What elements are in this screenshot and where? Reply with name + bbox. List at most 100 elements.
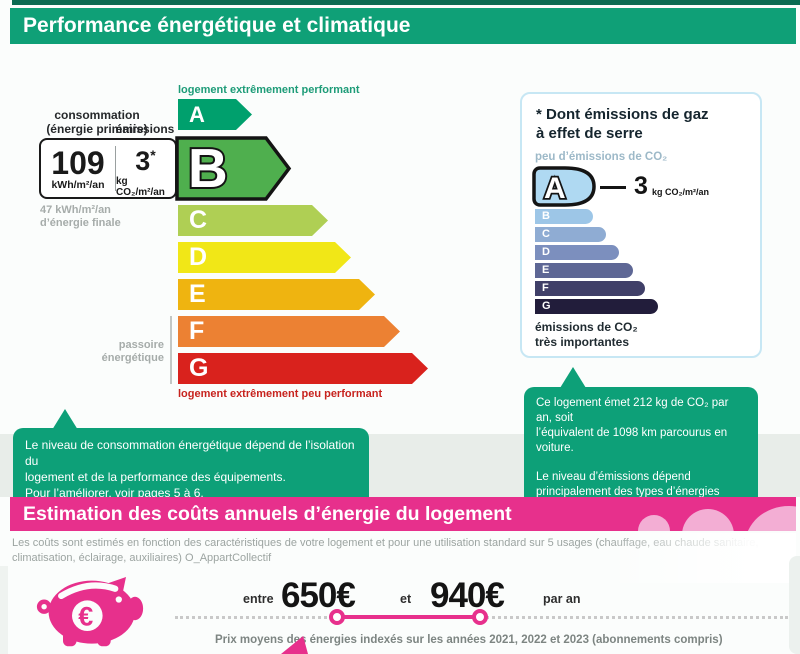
co2-grade-a-badge: A xyxy=(532,166,596,207)
emissions-asterisk: * xyxy=(150,146,156,163)
energy-sieve-line1: passoire xyxy=(118,339,164,351)
co2-panel-title-line2: à effet de serre xyxy=(536,125,643,142)
co2-value-connector-line xyxy=(600,186,626,189)
between-label: entre xyxy=(243,592,274,606)
consumption-info-line3: Pour l’améliorer, voir pages 5 à 6. xyxy=(25,486,204,500)
co2-grade-e-bar: E xyxy=(535,263,633,278)
consumption-info-line2: logement et de la performance des équipe… xyxy=(25,470,286,484)
epc-grade-a-letter: A xyxy=(189,102,205,127)
epc-grade-f-arrow: F xyxy=(178,316,400,347)
co2-panel: * Dont émissions de gaz à effet de serre… xyxy=(520,92,762,358)
consumption-value: 109 xyxy=(51,144,105,181)
epc-grade-d-arrow: D xyxy=(178,242,351,273)
price-range-max-marker xyxy=(472,609,488,625)
consumption-cell: 109 kWh/m²/an xyxy=(41,146,116,191)
epc-grade-e-letter: E xyxy=(189,280,206,308)
emissions-value: 3* xyxy=(135,140,155,176)
piggy-bank-icon: € xyxy=(36,577,144,647)
left-edge-card-strip xyxy=(0,566,8,654)
co2-high-label: émissions de CO₂ très importantes xyxy=(535,320,638,350)
piggy-bank-euro-symbol: € xyxy=(78,602,93,632)
co2-value-unit: kg CO₂/m²/an xyxy=(652,187,710,197)
piggy-bank-eye xyxy=(115,596,122,603)
min-price: 650€ xyxy=(281,576,356,615)
co2-grade-e-letter: E xyxy=(542,264,550,276)
epc-grade-c-letter: C xyxy=(189,206,208,234)
consumption-unit: kWh/m²/an xyxy=(51,178,105,191)
consumption-header-line2: (énergie primaire) xyxy=(46,122,148,136)
section-title-costs: Estimation des coûts annuels d’énergie d… xyxy=(10,497,796,531)
price-range-min-marker xyxy=(329,609,345,625)
emissions-unit: kg CO₂/m²/an xyxy=(116,175,165,198)
epc-grade-c-arrow: C xyxy=(178,205,328,236)
description-fade-overlay xyxy=(600,533,796,583)
co2-grade-f-bar: F xyxy=(535,281,645,296)
co2-high-label-line1: émissions de CO₂ xyxy=(535,320,638,334)
epc-top-label: logement extrêmement performant xyxy=(178,84,360,96)
epc-grade-g-arrow: G xyxy=(178,353,428,384)
banner-decorative-blob-medium xyxy=(682,509,734,531)
emissions-number: 3 xyxy=(135,145,151,176)
co2-grade-a-shape xyxy=(532,166,596,207)
section-title-energy: Performance énergétique et climatique xyxy=(10,8,796,44)
piggy-bank-tail xyxy=(36,599,52,614)
consumption-info-bubble: Le niveau de consommation énergétique dé… xyxy=(13,428,369,510)
co2-low-label: peu d’émissions de CO₂ xyxy=(535,151,668,163)
price-range-active-track xyxy=(337,615,480,619)
epc-grade-b-shape xyxy=(175,136,292,201)
final-energy-line1: 47 kWh/m²/an xyxy=(40,204,111,216)
per-year-label: par an xyxy=(543,592,581,606)
epc-grade-b-arrow-current: B xyxy=(175,136,292,201)
consumption-header-line1: consommation xyxy=(54,108,140,122)
co2-grade-a-letter: A xyxy=(544,172,566,205)
energy-sieve-label: passoire énergétique xyxy=(80,339,164,365)
emissions-info-p1-line1: Ce logement émet 212 kg de CO₂ par an, s… xyxy=(536,397,729,424)
emissions-info-p1-line2: l’équivalent de 1098 km parcourus en voi… xyxy=(536,427,728,454)
co2-grade-c-bar: C xyxy=(535,227,606,242)
epc-grade-a-arrow: A xyxy=(178,99,252,130)
co2-grade-c-letter: C xyxy=(542,228,550,240)
section-title-costs-label: Estimation des coûts annuels d’énergie d… xyxy=(23,503,512,525)
final-energy-line2: d’énergie finale xyxy=(40,217,121,229)
epc-value-box: 109 kWh/m²/an 3* kg CO₂/m²/an xyxy=(39,138,177,199)
consumption-info-line1: Le niveau de consommation énergétique dé… xyxy=(25,438,355,468)
emissions-info-paragraph-gap xyxy=(536,456,746,470)
consumption-header: consommation (énergie primaire) xyxy=(30,108,164,136)
costs-description-line2: climatisation, éclairage, auxiliaires) O… xyxy=(12,552,272,564)
co2-grade-b-letter: B xyxy=(542,210,550,222)
co2-grade-g-bar: G xyxy=(535,299,658,314)
epc-grade-b-letter: B xyxy=(188,137,228,199)
energy-sieve-line2: énergétique xyxy=(101,352,164,364)
co2-panel-title-line1: * Dont émissions de gaz xyxy=(536,106,709,123)
top-strip xyxy=(12,0,800,5)
max-price: 940€ xyxy=(430,576,505,615)
epc-grade-d-letter: D xyxy=(189,243,208,271)
co2-grade-b-bar: B xyxy=(535,209,593,224)
epc-grade-f-letter: F xyxy=(189,317,205,345)
co2-panel-title: * Dont émissions de gaz à effet de serre xyxy=(536,105,709,143)
co2-high-label-line2: très importantes xyxy=(535,335,630,349)
co2-grade-f-letter: F xyxy=(542,282,549,294)
epc-bottom-label: logement extrêmement peu performant xyxy=(178,388,383,400)
piggy-bank-coin xyxy=(72,600,103,631)
section-title-energy-label: Performance énergétique et climatique xyxy=(23,14,411,37)
banner-decorative-blob-small xyxy=(638,515,670,531)
and-label: et xyxy=(400,592,412,606)
final-energy-note: 47 kWh/m²/an d’énergie finale xyxy=(40,204,121,230)
epc-grade-g-letter: G xyxy=(189,354,209,382)
emissions-cell: 3* kg CO₂/m²/an xyxy=(116,146,175,198)
price-footnote: Prix moyens des énergies indexés sur les… xyxy=(215,634,723,646)
co2-grade-g-letter: G xyxy=(542,300,551,312)
left-bubble-tail xyxy=(52,409,78,430)
co2-grade-d-bar: D xyxy=(535,245,619,260)
costs-description-line1: Les coûts sont estimés en fonction des c… xyxy=(12,537,759,549)
emissions-info-p2-line2: principalement des types d’énergies xyxy=(536,486,720,498)
emissions-header: émissions xyxy=(115,122,175,136)
piggy-bank-highlight xyxy=(58,582,119,600)
co2-grade-d-letter: D xyxy=(542,246,550,258)
banner-decorative-blob-large xyxy=(745,506,796,531)
energy-sieve-bracket-line xyxy=(170,316,172,384)
costs-description: Les coûts sont estimés en fonction des c… xyxy=(12,536,758,566)
right-bubble-tail xyxy=(560,367,586,388)
